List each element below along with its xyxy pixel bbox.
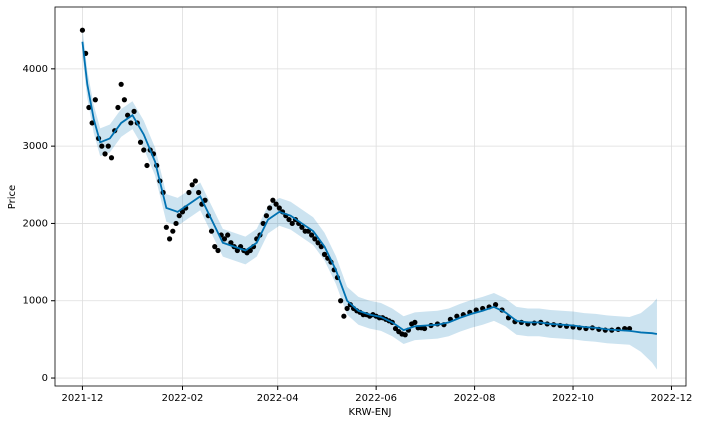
observed-point [412, 319, 418, 325]
observed-point [179, 209, 186, 215]
observed-point [260, 220, 266, 227]
observed-point [308, 232, 315, 238]
observed-point [137, 139, 144, 145]
observed-point [344, 305, 350, 312]
observed-point [92, 97, 98, 103]
observed-point [202, 197, 208, 203]
y-tick-label: 0 [42, 373, 48, 384]
observed-point [189, 182, 195, 188]
observed-point [338, 298, 344, 304]
observed-point [166, 236, 173, 242]
observed-point [299, 224, 305, 230]
observed-point [125, 112, 131, 118]
x-axis-label: KRW-ENJ [349, 407, 392, 418]
observed-point [286, 216, 292, 223]
observed-point [173, 220, 179, 227]
observed-point [186, 189, 192, 196]
observed-point [273, 201, 279, 207]
observed-point [144, 162, 150, 169]
x-tick-label: 2022-10 [552, 393, 594, 404]
observed-point [121, 97, 127, 103]
observed-point [196, 189, 202, 196]
observed-point [321, 251, 328, 257]
observed-point [276, 205, 282, 211]
y-tick-label: 4000 [23, 64, 48, 75]
observed-point [402, 332, 408, 338]
observed-point [131, 108, 137, 114]
y-tick-label: 3000 [23, 141, 48, 152]
observed-point [392, 325, 399, 332]
observed-point [115, 104, 121, 111]
observed-point [626, 325, 633, 332]
observed-point [208, 228, 215, 234]
observed-point [141, 147, 147, 153]
plot-frame [54, 6, 687, 387]
y-tick-label: 2000 [23, 218, 48, 229]
observed-point [312, 236, 318, 242]
observed-point [305, 228, 311, 234]
observed-point [105, 143, 111, 149]
observed-point [289, 220, 295, 227]
observed-point [225, 232, 231, 238]
observed-point [128, 120, 134, 126]
grid [55, 7, 686, 386]
observed-point [215, 247, 221, 254]
observed-point [270, 197, 276, 203]
observed-point [108, 155, 115, 161]
x-tick-label: 2022-12 [651, 393, 693, 404]
y-tick-label: 1000 [23, 296, 48, 307]
observed-point [102, 151, 108, 157]
x-tick-label: 2022-06 [355, 393, 397, 404]
observed-point [263, 213, 270, 219]
observed-point [234, 247, 240, 254]
observed-point [163, 224, 169, 230]
observed-point [228, 240, 234, 246]
forecast-line [81, 41, 658, 335]
observed-point [86, 104, 92, 111]
observed-point [315, 240, 321, 246]
observed-point [212, 244, 218, 250]
observed-point [118, 81, 124, 87]
observed-point [192, 178, 199, 184]
observed-point [247, 247, 253, 254]
x-tick-label: 2022-08 [454, 393, 496, 404]
observed-point [492, 302, 499, 308]
observed-point [341, 313, 347, 319]
observed-point [79, 27, 86, 33]
observed-point [421, 325, 428, 332]
x-tick-label: 2021-12 [62, 393, 104, 404]
x-tick-label: 2022-04 [257, 393, 299, 404]
observed-point [454, 313, 460, 319]
x-tick-label: 2022-02 [162, 393, 204, 404]
observed-point [267, 205, 273, 211]
observed-point [176, 213, 182, 219]
observed-point [221, 236, 228, 242]
observed-point [89, 120, 95, 126]
observed-point [170, 228, 176, 234]
observed-point [99, 143, 105, 149]
y-axis-label: Price [7, 185, 18, 209]
